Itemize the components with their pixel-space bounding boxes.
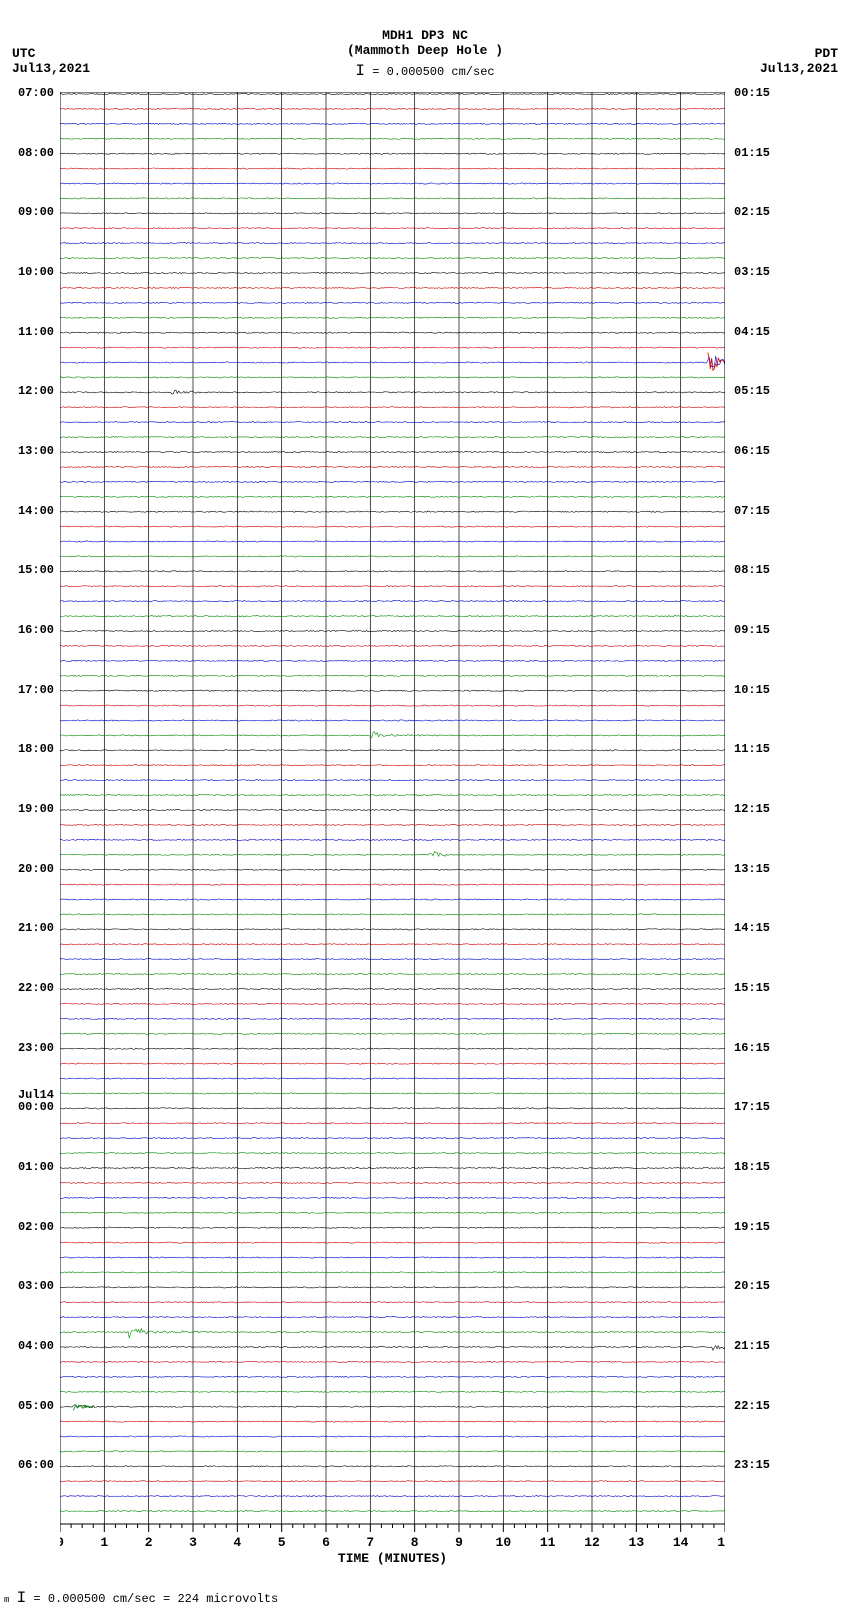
svg-text:12: 12 — [584, 1535, 600, 1550]
hour-label-right: 04:15 — [734, 325, 770, 339]
hour-label-left: 12:00 — [18, 384, 54, 398]
x-axis: 0123456789101112131415TIME (MINUTES) — [60, 1524, 725, 1584]
x-axis-svg: 0123456789101112131415TIME (MINUTES) — [60, 1524, 725, 1584]
svg-text:0: 0 — [60, 1535, 64, 1550]
hour-label-right: 22:15 — [734, 1399, 770, 1413]
hour-label-right: 20:15 — [734, 1279, 770, 1293]
hour-label-left: 21:00 — [18, 921, 54, 935]
hour-label-left: 07:00 — [18, 86, 54, 100]
svg-text:4: 4 — [233, 1535, 241, 1550]
svg-text:11: 11 — [540, 1535, 556, 1550]
seismogram-svg — [60, 92, 725, 1524]
scale-label: = 0.000500 cm/sec — [372, 65, 494, 79]
hour-label-right: 07:15 — [734, 504, 770, 518]
right-hour-labels: 00:1501:1502:1503:1504:1505:1506:1507:15… — [732, 92, 792, 1524]
scale-indicator: I = 0.000500 cm/sec — [0, 62, 850, 80]
hour-label-right: 15:15 — [734, 981, 770, 995]
hour-label-right: 23:15 — [734, 1458, 770, 1472]
hour-label-right: 18:15 — [734, 1160, 770, 1174]
svg-text:6: 6 — [322, 1535, 330, 1550]
hour-label-right: 01:15 — [734, 146, 770, 160]
hour-label-left: 06:00 — [18, 1458, 54, 1472]
seismogram-container: MDH1 DP3 NC (Mammoth Deep Hole ) I = 0.0… — [0, 0, 850, 1613]
footer-text: = 0.000500 cm/sec = 224 microvolts — [33, 1592, 278, 1606]
station-subtitle: (Mammoth Deep Hole ) — [0, 43, 850, 58]
hour-label-right: 16:15 — [734, 1041, 770, 1055]
hour-label-right: 09:15 — [734, 623, 770, 637]
svg-text:7: 7 — [366, 1535, 374, 1550]
hour-label-left: 03:00 — [18, 1279, 54, 1293]
hour-label-right: 08:15 — [734, 563, 770, 577]
left-hour-labels: 07:0008:0009:0010:0011:0012:0013:0014:00… — [8, 92, 56, 1524]
svg-text:15: 15 — [717, 1535, 725, 1550]
hour-label-right: 02:15 — [734, 205, 770, 219]
hour-label-right: 10:15 — [734, 683, 770, 697]
footer-scale: m I = 0.000500 cm/sec = 224 microvolts — [4, 1589, 278, 1607]
x-axis-label: TIME (MINUTES) — [338, 1551, 447, 1566]
timezone-left: UTC Jul13,2021 — [12, 46, 90, 76]
hour-label-left: 23:00 — [18, 1041, 54, 1055]
hour-label-left: 22:00 — [18, 981, 54, 995]
hour-label-right: 05:15 — [734, 384, 770, 398]
hour-label-right: 21:15 — [734, 1339, 770, 1353]
svg-text:2: 2 — [145, 1535, 153, 1550]
hour-label-left: 11:00 — [18, 325, 54, 339]
hour-label-left: 15:00 — [18, 563, 54, 577]
hour-label-left: 19:00 — [18, 802, 54, 816]
hour-label-right: 12:15 — [734, 802, 770, 816]
hour-label-right: 17:15 — [734, 1100, 770, 1114]
svg-text:13: 13 — [629, 1535, 645, 1550]
svg-text:10: 10 — [496, 1535, 512, 1550]
station-title: MDH1 DP3 NC — [0, 0, 850, 43]
hour-label-left: 05:00 — [18, 1399, 54, 1413]
hour-label-right: 14:15 — [734, 921, 770, 935]
hour-label-left: 09:00 — [18, 205, 54, 219]
hour-label-left: 13:00 — [18, 444, 54, 458]
svg-text:3: 3 — [189, 1535, 197, 1550]
hour-label-left: 16:00 — [18, 623, 54, 637]
tz-right-name: PDT — [760, 46, 838, 61]
hour-label-left: 17:00 — [18, 683, 54, 697]
hour-label-right: 06:15 — [734, 444, 770, 458]
hour-label-left: 20:00 — [18, 862, 54, 876]
svg-text:9: 9 — [455, 1535, 463, 1550]
hour-label-right: 11:15 — [734, 742, 770, 756]
hour-label-right: 13:15 — [734, 862, 770, 876]
hour-label-left: 14:00 — [18, 504, 54, 518]
tz-left-name: UTC — [12, 46, 90, 61]
hour-label-left: 10:00 — [18, 265, 54, 279]
svg-text:14: 14 — [673, 1535, 689, 1550]
hour-label-left: 02:00 — [18, 1220, 54, 1234]
hour-label-right: 19:15 — [734, 1220, 770, 1234]
hour-label-left: 01:00 — [18, 1160, 54, 1174]
svg-text:5: 5 — [278, 1535, 286, 1550]
hour-label-right: 00:15 — [734, 86, 770, 100]
hour-label-left: 18:00 — [18, 742, 54, 756]
tz-right-date: Jul13,2021 — [760, 61, 838, 76]
timezone-right: PDT Jul13,2021 — [760, 46, 838, 76]
plot-area — [60, 92, 725, 1524]
tz-left-date: Jul13,2021 — [12, 61, 90, 76]
hour-label-left: 00:00 — [18, 1100, 54, 1114]
svg-text:8: 8 — [411, 1535, 419, 1550]
hour-label-left: 04:00 — [18, 1339, 54, 1353]
svg-text:1: 1 — [100, 1535, 108, 1550]
hour-label-right: 03:15 — [734, 265, 770, 279]
hour-label-left: 08:00 — [18, 146, 54, 160]
